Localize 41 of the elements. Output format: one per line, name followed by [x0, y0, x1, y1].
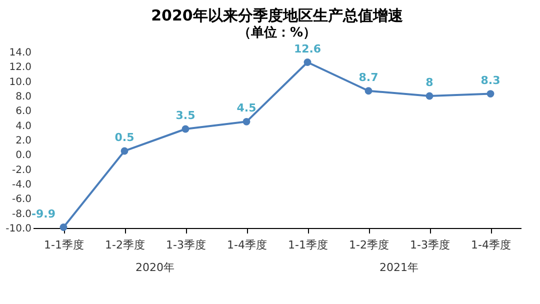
- point: [182, 125, 190, 133]
- data-label: -9.9: [31, 207, 56, 220]
- text: 2020年: [136, 261, 174, 274]
- x-tick-label: 1-2季度: [349, 238, 389, 252]
- y-tick-label: 6.0: [16, 106, 32, 118]
- data-label: 3.5: [176, 109, 196, 122]
- x-tick-label: 1-1季度: [288, 238, 328, 252]
- y-tick-label: 10.0: [9, 76, 32, 88]
- y-tick-label: 8.0: [16, 92, 32, 102]
- chart-subtitle: （单位：%）: [238, 24, 316, 40]
- x-tick-label: 1-3季度: [166, 238, 206, 252]
- x-tick-label: 1-4季度: [227, 238, 267, 252]
- x-tick-label: 1-4季度: [471, 238, 511, 252]
- data-label: 0.5: [114, 131, 134, 144]
- chart-title: 2020年以来分季度地区生产总值增速: [151, 6, 404, 24]
- y-tick-label: 0.0: [16, 150, 32, 162]
- y-tick-label: 12.0: [9, 62, 32, 74]
- text: 2021年: [380, 261, 418, 274]
- x-tick-label: 1-2季度: [105, 238, 145, 252]
- point: [364, 87, 372, 95]
- data-label: 12.6: [294, 42, 322, 56]
- data-label: 8.7: [358, 70, 378, 84]
- data-label: 8.3: [480, 74, 500, 87]
- y-tick-label: -8.0: [12, 208, 32, 220]
- data-label: 8: [426, 76, 434, 89]
- y-tick-label: -6.0: [12, 194, 32, 206]
- x-tick-label: 1-1季度: [44, 238, 84, 252]
- y-tick-label: 4.0: [16, 120, 32, 132]
- point: [242, 118, 250, 126]
- data-label: 4.5: [236, 102, 256, 115]
- y-tick-label: 2.0: [16, 136, 32, 146]
- point: [120, 147, 128, 155]
- x-tick-label: 1-3季度: [410, 238, 450, 252]
- y-tick-label: -4.0: [12, 180, 32, 190]
- point: [426, 92, 434, 100]
- point: [60, 224, 68, 231]
- point: [486, 90, 494, 98]
- y-tick-label: -2.0: [12, 164, 32, 176]
- y-tick-label: 14.0: [9, 48, 32, 58]
- point: [304, 58, 312, 66]
- y-tick-label: -10.0: [6, 224, 32, 234]
